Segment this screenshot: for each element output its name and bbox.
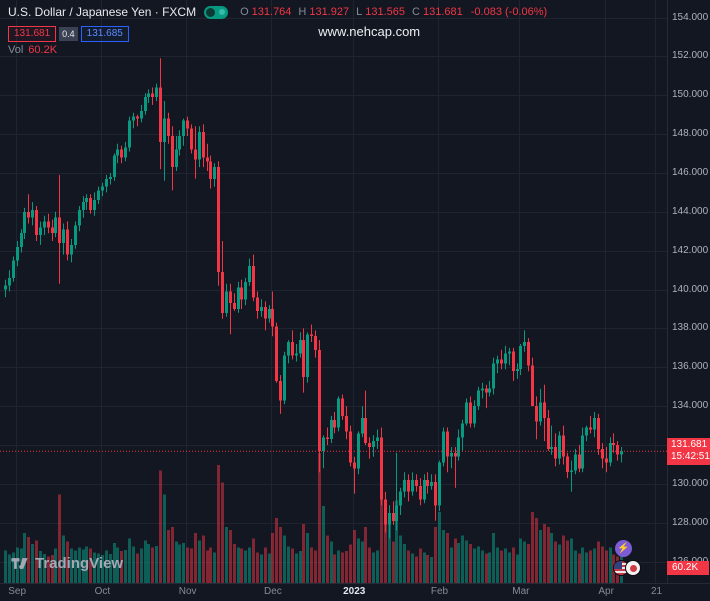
volume-value: 60.2K: [28, 44, 58, 56]
time-tick-label: Mar: [512, 586, 530, 597]
time-tick-label: Sep: [8, 586, 27, 597]
price-tick-label: 140.000: [672, 283, 709, 295]
price-tick-label: 138.000: [672, 322, 709, 334]
volume-bars: [4, 453, 623, 583]
tradingview-logo-text: TradingView: [35, 555, 124, 572]
price-tick-label: 146.000: [672, 167, 709, 178]
symbol-flags: [613, 560, 655, 576]
price-tick-label: 134.000: [672, 400, 709, 412]
close-label: C: [412, 6, 420, 18]
price-tick-label: 136.000: [672, 361, 709, 373]
market-status-spark-icon: [219, 9, 226, 15]
grid-lines: [0, 0, 667, 583]
price-tick-label: 128.000: [672, 516, 709, 528]
low-label: L: [356, 6, 363, 18]
close-value: 131.681: [422, 6, 463, 18]
time-tick-label: Feb: [430, 586, 449, 597]
jpy-flag-icon: [625, 560, 641, 576]
price-tick-label: 130.000: [672, 477, 709, 489]
time-tick-label: Dec: [263, 586, 282, 597]
price-tick-label: 150.000: [672, 89, 709, 101]
high-value: 131.927: [309, 6, 350, 18]
price-tick-label: 154.000: [672, 11, 709, 23]
candles: [4, 58, 623, 539]
legend: U.S. Dollar / Japanese Yen · FXCM O 131.7…: [8, 5, 547, 19]
high-label: H: [298, 6, 307, 18]
time-tick-label: 2023: [343, 586, 366, 597]
low-value: 131.565: [365, 6, 406, 18]
time-tick-label: Nov: [178, 586, 197, 597]
volume-label: Vol: [8, 44, 24, 56]
tradingview-logo[interactable]: TradingView: [10, 554, 123, 573]
volume-badge: 60.2K: [667, 561, 709, 575]
time-tick-label: 21: [650, 586, 663, 597]
change-value: -0.083 (-0.06%): [470, 6, 548, 18]
price-tick-label: 148.000: [672, 128, 709, 140]
tradingview-logo-icon: [10, 554, 29, 573]
bid-ask-row: 131.681 0.4 131.685: [8, 26, 129, 42]
volume-legend: Vol 60.2K: [8, 44, 57, 56]
ohlc-values: O 131.764 H 131.927 L 131.565 C 131.681 -0.0…: [236, 6, 547, 18]
candlestick-chart[interactable]: [0, 0, 667, 583]
time-tick-label: Apr: [598, 586, 614, 597]
corner-icons: ⚡: [613, 540, 655, 576]
last-price-badge: 131.681 15:42:51: [667, 438, 710, 466]
price-tick-label: 152.000: [672, 50, 709, 62]
price-tick-label: 144.000: [672, 205, 709, 217]
buy-ask-button[interactable]: 131.685: [80, 26, 129, 42]
price-axis[interactable]: 131.681 15:42:51 60.2K 154.000 152.000 150…: [667, 0, 710, 583]
market-status-dot-icon: [206, 7, 216, 17]
open-value: 131.764: [251, 6, 292, 18]
market-status-indicator[interactable]: [204, 5, 229, 19]
time-axis[interactable]: Sep Oct Nov Dec 2023 Feb Mar Apr 21: [0, 583, 710, 601]
spread-value: 0.4: [59, 27, 78, 41]
site-watermark: www.nehcap.com: [318, 24, 421, 39]
last-price-value: 131.681: [671, 439, 708, 451]
symbol-title[interactable]: U.S. Dollar / Japanese Yen · FXCM: [8, 5, 197, 19]
time-tick-label: Oct: [94, 586, 111, 597]
bar-countdown: 15:42:51: [671, 451, 710, 463]
sell-bid-button[interactable]: 131.681: [8, 26, 57, 42]
open-label: O: [240, 6, 249, 18]
price-tick-label: 142.000: [672, 244, 709, 256]
boost-icon[interactable]: ⚡: [615, 540, 632, 557]
